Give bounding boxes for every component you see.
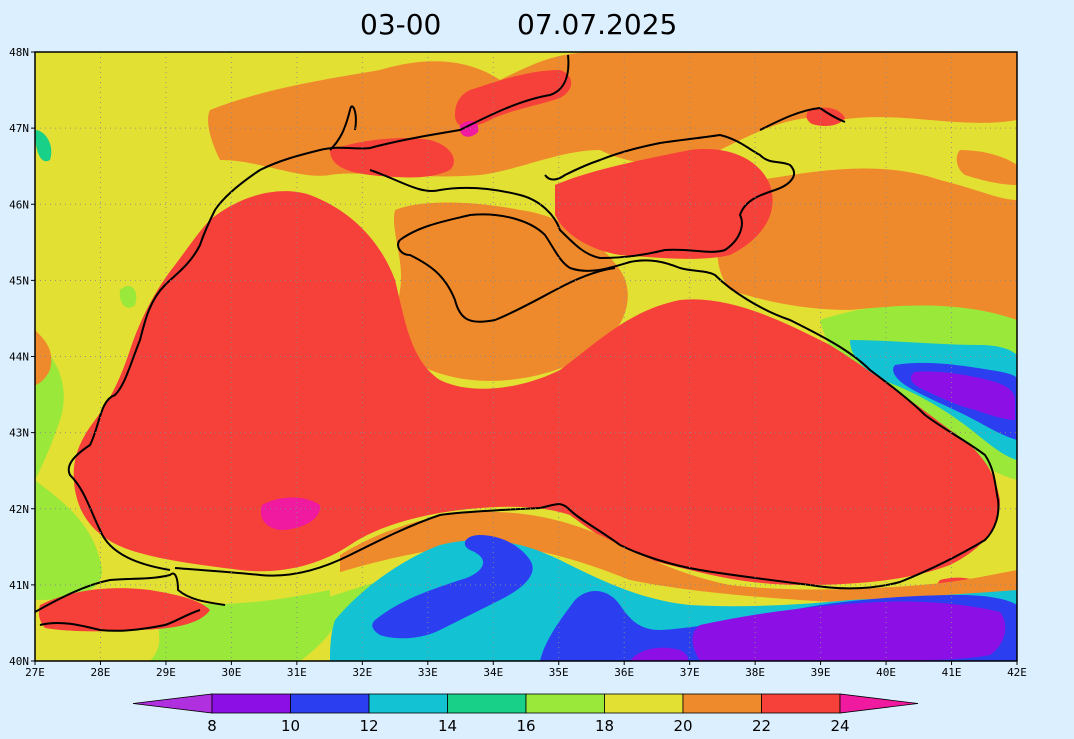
coastline-marmara-north [35, 572, 226, 613]
coastline-crimea-south [397, 239, 616, 323]
field-orange-east [717, 168, 1017, 320]
lon-tick-label: 41E [942, 666, 962, 679]
colorbar-label: 12 [359, 717, 378, 735]
field-pink-spot-2 [459, 120, 479, 137]
field-orange-west [35, 330, 52, 385]
title-time: 03-00 [360, 8, 441, 41]
lon-tick-label: 29E [156, 666, 176, 679]
field-red-western-sea [73, 191, 1001, 585]
colorbar-band [525, 693, 605, 714]
field-green-small-2 [35, 130, 52, 162]
lon-tick-label: 34E [483, 666, 503, 679]
colorbar: 8 10 12 14 16 18 20 22 24 [132, 693, 919, 735]
lon-tick-label: 38E [745, 666, 765, 679]
lat-tick-label: 42N [9, 503, 29, 516]
lat-tick-label: 45N [9, 274, 29, 287]
colorbar-band [290, 693, 370, 714]
field-pink-spot-1 [260, 497, 321, 530]
field-purple-tip [630, 647, 689, 661]
colorbar-label: 10 [281, 717, 300, 735]
colorbar-band [447, 693, 527, 714]
lat-tick-label: 47N [9, 122, 29, 135]
colorbar-label: 8 [207, 717, 217, 735]
colorbar-arrow-low [132, 693, 213, 714]
lon-tick-label: 30E [221, 666, 241, 679]
title-date: 07.07.2025 [517, 8, 677, 41]
coastline-azov-east [759, 107, 846, 131]
lat-tick-label: 40N [9, 655, 29, 668]
colorbar-band [604, 693, 684, 714]
lon-tick-label: 39E [811, 666, 831, 679]
colorbar-label: 20 [673, 717, 692, 735]
field-red-marmara [38, 588, 211, 632]
colorbar-label: 22 [752, 717, 771, 735]
lon-tick-label: 32E [352, 666, 372, 679]
field-green-small-1 [119, 285, 137, 308]
lon-tick-label: 35E [549, 666, 569, 679]
field-red-azov [555, 149, 773, 259]
lat-tick-label: 43N [9, 427, 29, 440]
temperature-field [35, 52, 1017, 661]
lon-tick-label: 27E [25, 666, 45, 679]
coastline-crimea [174, 213, 1000, 590]
coastline-main [67, 54, 570, 571]
colorbar-band [211, 693, 291, 714]
lon-tick-label: 37E [680, 666, 700, 679]
lat-tick-label: 48N [9, 46, 29, 59]
colorbar-band [682, 693, 762, 714]
field-orange-far-east [956, 150, 1017, 185]
lon-tick-label: 40E [876, 666, 896, 679]
lat-tick-label: 46N [9, 198, 29, 211]
coastline [35, 54, 1000, 632]
lon-tick-label: 33E [418, 666, 438, 679]
map-axes: 27E 28E 29E 30E 31E 32E 33E 34E 35E 36E 37E 38E 39E 4… [9, 46, 1027, 679]
lat-tick-label: 41N [9, 579, 29, 592]
field-blue-south-1 [372, 535, 533, 639]
colorbar-label: 16 [516, 717, 535, 735]
colorbar-label: 18 [595, 717, 614, 735]
coastline-dnieper [329, 105, 357, 151]
field-red-north-river [455, 70, 572, 127]
colorbar-band [761, 693, 841, 714]
colorbar-label: 14 [438, 717, 457, 735]
colorbar-arrow-high [839, 693, 919, 714]
field-green-southwest [35, 480, 102, 600]
lon-tick-label: 36E [614, 666, 634, 679]
field-purple-south [692, 601, 1006, 661]
grid-lines [35, 52, 1017, 661]
coastline-marmara-south [39, 609, 201, 632]
lat-tick-label: 44N [9, 351, 29, 364]
colorbar-label: 24 [830, 717, 849, 735]
field-orange-center [393, 202, 628, 381]
lon-tick-label: 42E [1007, 666, 1027, 679]
colorbar-band [368, 693, 448, 714]
coastline-crimea-north [369, 134, 795, 259]
lon-tick-label: 28E [91, 666, 111, 679]
field-orange-south-band [340, 511, 1017, 604]
lon-tick-label: 31E [287, 666, 307, 679]
field-red-east-tip [806, 107, 845, 126]
field-purple-east [910, 371, 1015, 420]
